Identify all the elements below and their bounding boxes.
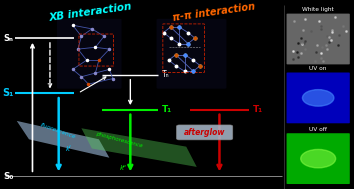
Text: kᵖ: kᵖ — [120, 165, 127, 171]
Text: Sₙ: Sₙ — [4, 34, 13, 43]
FancyBboxPatch shape — [286, 14, 350, 64]
Text: afterglow: afterglow — [184, 128, 225, 137]
FancyBboxPatch shape — [156, 19, 227, 89]
Circle shape — [301, 149, 336, 168]
Text: kᶠ: kᶠ — [66, 146, 72, 152]
Polygon shape — [81, 128, 197, 167]
Text: Tₙ: Tₙ — [162, 70, 170, 79]
FancyBboxPatch shape — [176, 125, 233, 140]
Text: UV off: UV off — [309, 127, 327, 132]
Text: T₁: T₁ — [253, 105, 263, 114]
Text: phosphorescence: phosphorescence — [95, 132, 143, 149]
Text: S₁: S₁ — [2, 88, 13, 98]
Text: S₀: S₀ — [3, 172, 13, 181]
Text: fluorescence: fluorescence — [39, 122, 76, 140]
Circle shape — [302, 90, 334, 106]
Text: T₁: T₁ — [162, 105, 172, 114]
FancyBboxPatch shape — [57, 19, 121, 89]
Text: π-π interaction: π-π interaction — [172, 2, 256, 23]
FancyBboxPatch shape — [286, 133, 350, 184]
Text: UV on: UV on — [309, 66, 327, 71]
Text: White light: White light — [302, 7, 334, 12]
Polygon shape — [17, 121, 109, 158]
FancyBboxPatch shape — [286, 73, 350, 123]
Text: XB interaction: XB interaction — [48, 2, 132, 23]
